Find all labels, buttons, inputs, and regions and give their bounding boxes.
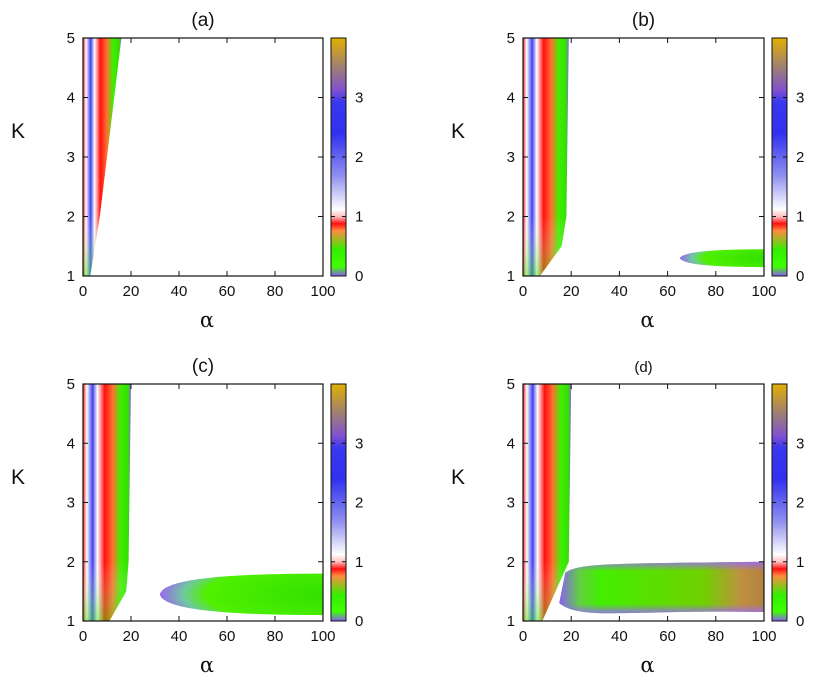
x-tick-label: 60 xyxy=(219,283,236,300)
region-right-band-edge xyxy=(559,561,764,614)
x-tick-label: 100 xyxy=(310,283,335,300)
y-axis-label: K xyxy=(451,466,465,489)
x-tick-label: 0 xyxy=(79,283,87,300)
y-tick-label: 3 xyxy=(507,149,515,166)
y-tick-label: 1 xyxy=(67,268,75,285)
y-tick-label: 4 xyxy=(67,435,75,452)
x-tick-label: 20 xyxy=(123,283,140,300)
y-tick-label: 5 xyxy=(67,376,75,393)
region-right-tongue xyxy=(159,573,323,616)
region-left-band-shade xyxy=(523,38,569,276)
x-tick-label: 20 xyxy=(123,628,140,645)
colorbar-tick-label: 3 xyxy=(796,90,804,107)
y-axis-label: K xyxy=(11,466,25,489)
colorbar-tick-label: 3 xyxy=(355,90,363,107)
x-axis-label: α xyxy=(200,653,214,677)
y-tick-label: 5 xyxy=(507,376,515,393)
x-tick-label: 60 xyxy=(659,628,676,645)
panel-title: (d) xyxy=(634,359,652,376)
y-tick-label: 2 xyxy=(67,554,75,571)
x-tick-label: 100 xyxy=(751,628,776,645)
y-tick-label: 3 xyxy=(507,495,515,512)
x-tick-label: 80 xyxy=(707,283,724,300)
y-tick-label: 5 xyxy=(507,30,515,47)
x-tick-label: 40 xyxy=(171,628,188,645)
x-tick-label: 20 xyxy=(563,628,580,645)
x-axis-label: α xyxy=(640,308,654,332)
plot-area xyxy=(523,384,764,621)
colorbar-tick-label: 3 xyxy=(796,435,804,452)
x-tick-label: 80 xyxy=(267,628,284,645)
x-tick-label: 60 xyxy=(659,283,676,300)
colorbar-tick-label: 1 xyxy=(796,209,804,226)
colorbar-tick-label: 0 xyxy=(355,613,363,630)
x-tick-label: 80 xyxy=(707,628,724,645)
colorbar-tick-label: 2 xyxy=(796,149,804,166)
x-tick-label: 40 xyxy=(171,283,188,300)
colorbar-tick-label: 2 xyxy=(355,149,363,166)
x-axis-label: α xyxy=(640,653,654,677)
plot-area xyxy=(83,384,323,621)
y-tick-label: 5 xyxy=(67,30,75,47)
y-axis-label: K xyxy=(451,120,465,143)
colorbar: 0 1 2 3 xyxy=(771,383,804,630)
y-tick-label: 3 xyxy=(67,149,75,166)
colorbar-tick-label: 0 xyxy=(796,613,804,630)
x-tick-label: 0 xyxy=(519,283,527,300)
y-tick-label: 1 xyxy=(67,613,75,630)
panel-title: (a) xyxy=(191,10,214,31)
y-tick-label: 1 xyxy=(507,268,515,285)
colorbar-tick-label: 0 xyxy=(796,268,804,285)
y-tick-label: 4 xyxy=(507,90,515,107)
colorbar-tick-label: 2 xyxy=(355,495,363,512)
colorbar-tick-label: 1 xyxy=(355,209,363,226)
region-left-band-shade xyxy=(83,38,122,276)
colorbar-tick-label: 1 xyxy=(355,554,363,571)
colorbar-tick-label: 3 xyxy=(355,435,363,452)
plot-area xyxy=(83,38,323,276)
x-tick-label: 20 xyxy=(563,283,580,300)
colorbar-tick-label: 0 xyxy=(355,268,363,285)
y-axis-label: K xyxy=(11,120,25,143)
colorbar-tick-label: 1 xyxy=(796,554,804,571)
plot-background xyxy=(83,38,323,276)
x-axis-label: α xyxy=(200,308,214,332)
colorbar: 0 1 2 3 xyxy=(771,37,804,285)
x-tick-label: 0 xyxy=(79,628,87,645)
plot-area xyxy=(523,38,764,276)
panel-title: (b) xyxy=(632,10,655,31)
region-right-tongue xyxy=(679,249,764,268)
y-tick-label: 4 xyxy=(507,435,515,452)
y-tick-label: 2 xyxy=(507,209,515,226)
colorbar-tick-label: 2 xyxy=(796,495,804,512)
y-tick-label: 4 xyxy=(67,90,75,107)
region-left-band-shade xyxy=(83,384,131,621)
x-tick-label: 60 xyxy=(219,628,236,645)
x-tick-label: 80 xyxy=(267,283,284,300)
panel-title: (c) xyxy=(192,356,214,377)
colorbar: 0 1 2 3 xyxy=(330,383,363,630)
y-tick-label: 2 xyxy=(67,209,75,226)
x-tick-label: 0 xyxy=(519,628,527,645)
region-left-band-shade xyxy=(523,384,572,621)
x-tick-label: 100 xyxy=(751,283,776,300)
x-tick-label: 40 xyxy=(611,283,628,300)
y-tick-label: 1 xyxy=(507,613,515,630)
x-tick-label: 100 xyxy=(310,628,335,645)
y-tick-label: 3 xyxy=(67,495,75,512)
x-tick-label: 40 xyxy=(611,628,628,645)
colorbar: 0 1 2 3 xyxy=(330,37,363,285)
y-tick-label: 2 xyxy=(507,554,515,571)
